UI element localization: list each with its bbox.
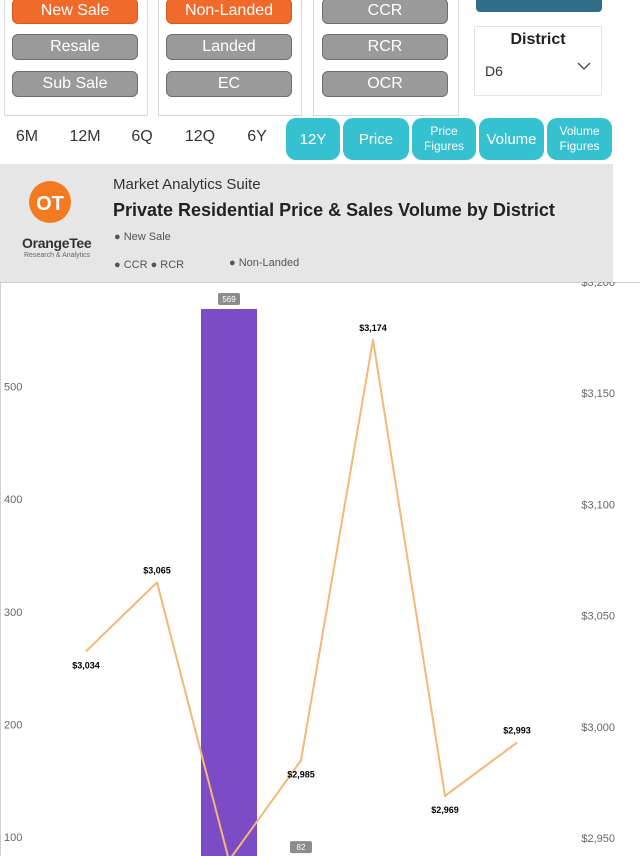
bar-data-label: 569 [222, 295, 236, 304]
period-6q[interactable]: 6Q [131, 128, 153, 145]
left-axis-tick-label: 200 [4, 719, 22, 731]
brand-name: OrangeTee [22, 235, 92, 251]
ccr-button[interactable]: CCR [322, 0, 448, 24]
reset-button[interactable]: Reset [476, 0, 602, 12]
svg-text:OT: OT [36, 193, 64, 215]
price-line [85, 338, 518, 856]
period-6m[interactable]: 6M [15, 128, 39, 145]
bar-data-label: 82 [297, 843, 306, 852]
orangetee-logo-icon: OT [29, 181, 71, 223]
price-figures-toggle[interactable]: Price Figures [412, 118, 476, 160]
left-axis-tick-label: 100 [4, 832, 22, 844]
legend-sale-type: ● New Sale [114, 231, 171, 243]
rcr-button[interactable]: RCR [322, 34, 448, 60]
right-axis-tick-label: $2,950 [581, 833, 615, 845]
right-axis-tick-label: $3,150 [581, 388, 615, 400]
sub-sale-button[interactable]: Sub Sale [12, 71, 138, 97]
price-data-label: $3,174 [359, 323, 387, 333]
brand-subtitle: Research & Analytics [24, 252, 91, 259]
right-axis-tick-label: $3,000 [581, 722, 615, 734]
price-volume-chart: 100 200 300 400 500 $2,950 $3,000 $3,050 $3,100 $… [4, 282, 615, 856]
legend-property-type: ● Non-Landed [229, 257, 300, 269]
district-slicer[interactable]: District D6 [474, 26, 602, 96]
new-sale-button[interactable]: New Sale [12, 0, 138, 24]
period-6y[interactable]: 6Y [247, 128, 267, 145]
district-title: District [510, 31, 566, 48]
chart-title: Private Residential Price & Sales Volume… [113, 200, 555, 220]
chevron-down-icon[interactable] [577, 59, 591, 73]
price-data-label: $3,065 [143, 565, 171, 575]
volume-figures-toggle[interactable]: Volume Figures [547, 118, 612, 160]
right-axis-tick-label: $3,200 [581, 282, 615, 289]
district-value: D6 [485, 63, 503, 79]
left-axis-tick-label: 500 [4, 382, 22, 394]
price-data-label: $2,969 [431, 805, 459, 815]
report-header [0, 164, 613, 282]
ocr-button[interactable]: OCR [322, 71, 448, 97]
bar-data-label-bg [290, 841, 312, 854]
right-axis-tick-label: $3,050 [581, 611, 615, 623]
price-toggle[interactable]: Price [343, 118, 409, 160]
price-data-label: $2,985 [287, 769, 315, 779]
landed-button[interactable]: Landed [166, 34, 292, 60]
left-axis-tick-label: 300 [4, 607, 22, 619]
legend-region: ● CCR ● RCR [114, 259, 185, 271]
period-12m[interactable]: 12M [69, 128, 101, 145]
right-axis-tick-label: $3,100 [581, 499, 615, 511]
suite-name: Market Analytics Suite [113, 176, 261, 193]
period-12q[interactable]: 12Q [184, 128, 216, 145]
legend-property-label: Non-Landed [238, 257, 300, 269]
legend-sale-label: New Sale [123, 231, 171, 243]
volume-toggle[interactable]: Volume [479, 118, 544, 160]
legend-region-label: CCR ● RCR [123, 259, 185, 271]
resale-button[interactable]: Resale [12, 34, 138, 60]
price-data-label: $3,034 [72, 660, 100, 670]
left-axis-tick-label: 400 [4, 494, 22, 506]
period-12y[interactable]: 12Y [286, 118, 340, 160]
ec-button[interactable]: EC [166, 71, 292, 97]
price-data-label: $2,993 [503, 726, 531, 736]
volume-bar [201, 309, 257, 856]
bar-data-label-bg [218, 293, 240, 306]
chart-frame [0, 282, 640, 856]
non-landed-button[interactable]: Non-Landed [166, 0, 292, 24]
